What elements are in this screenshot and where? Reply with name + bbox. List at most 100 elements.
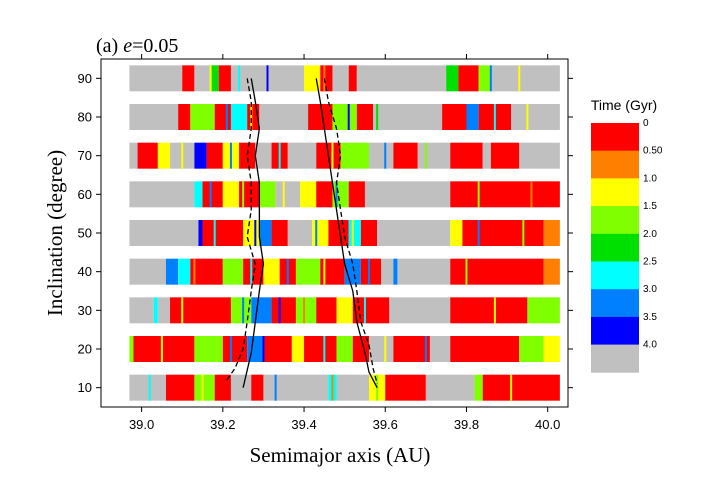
band-stripe — [303, 297, 306, 324]
band-segment — [153, 297, 158, 324]
band-segment — [194, 336, 223, 362]
band-segment — [304, 336, 337, 362]
band-segment — [129, 220, 199, 246]
band-segment — [348, 220, 361, 246]
band-stripe — [522, 220, 525, 246]
band-segment — [381, 258, 394, 285]
band-segment — [129, 65, 183, 92]
band-segment — [527, 297, 560, 324]
band-segment — [198, 220, 203, 246]
band-segment — [129, 336, 134, 362]
band-stripe — [347, 104, 350, 130]
band-inc-90 — [129, 65, 560, 92]
band-stripe — [493, 104, 496, 130]
band-segment — [478, 65, 491, 92]
curve-right-dashed — [323, 78, 378, 384]
band-segment — [446, 65, 459, 92]
band-segment — [222, 181, 240, 208]
band-inc-20 — [129, 336, 560, 362]
band-segment — [133, 336, 195, 362]
band-segment — [482, 374, 560, 401]
chart-title-prefix: (a) — [96, 35, 123, 57]
band-segment — [157, 142, 171, 169]
band-segment — [129, 142, 138, 169]
curve-right-solid — [315, 78, 378, 388]
band-stripe — [193, 258, 196, 285]
band-segment — [255, 142, 272, 169]
band-segment — [490, 65, 560, 92]
band-stripe — [530, 181, 533, 208]
chart-title-variable: e — [123, 35, 132, 57]
band-stripe — [424, 142, 427, 169]
band-stripe — [242, 181, 245, 208]
band-stripe — [238, 65, 241, 92]
chart-title-suffix: =0.05 — [132, 35, 178, 57]
band-segment — [356, 65, 447, 92]
colorbar-label: 3.0 — [643, 284, 657, 295]
band-stripe — [351, 220, 354, 246]
band-segment — [389, 297, 451, 324]
x-tick-label: 39.4 — [291, 417, 316, 432]
band-segment — [482, 142, 491, 169]
y-tick-label: 20 — [78, 342, 92, 357]
band-segment — [462, 220, 544, 246]
band-stripe — [315, 220, 318, 246]
band-segment — [490, 142, 520, 169]
band-segment — [263, 258, 280, 285]
band-segment — [340, 142, 370, 169]
colorbar-swatch — [591, 289, 639, 318]
band-segment — [519, 336, 544, 362]
band-inc-50 — [129, 220, 560, 246]
band-inc-10 — [129, 374, 560, 401]
colorbar-label: 3.5 — [643, 312, 657, 323]
band-segment — [194, 65, 211, 92]
band-segment — [170, 297, 231, 324]
band-stripe — [384, 336, 387, 362]
y-tick-label: 70 — [78, 148, 92, 163]
band-segment — [393, 142, 418, 169]
inclination-bands — [129, 65, 560, 401]
band-segment — [393, 258, 398, 285]
band-stripe — [286, 258, 289, 285]
band-segment — [287, 220, 313, 246]
band-segment — [259, 220, 272, 246]
band-segment — [263, 374, 329, 401]
colorbar-label: 2.0 — [643, 229, 657, 240]
band-segment — [157, 297, 171, 324]
colorbar-swatch — [591, 261, 639, 290]
band-segment — [458, 65, 479, 92]
band-stripe — [225, 104, 228, 130]
band-stripe — [274, 374, 277, 401]
band-stripe — [181, 297, 184, 324]
band-segment — [320, 65, 333, 92]
band-segment — [466, 104, 479, 130]
band-segment — [202, 181, 223, 208]
band-segment — [137, 142, 158, 169]
curve-left-dashed — [226, 78, 256, 381]
band-inc-70 — [129, 142, 560, 169]
colorbar-swatch — [591, 178, 639, 207]
band-stripe — [242, 297, 245, 324]
band-segment — [214, 374, 231, 401]
band-inc-60 — [129, 181, 560, 208]
band-segment — [543, 220, 560, 246]
resonance-curves — [226, 78, 378, 388]
y-axis-title: Inclination (degree) — [43, 150, 67, 316]
colorbar-swatch — [591, 150, 639, 179]
band-segment — [397, 258, 451, 285]
band-inc-30 — [129, 297, 560, 324]
colorbar-label: 0.50 — [643, 146, 663, 157]
colorbar-swatch — [591, 206, 639, 235]
band-segment — [417, 142, 451, 169]
x-tick-label: 39.2 — [210, 417, 235, 432]
band-stripe — [331, 142, 334, 169]
band-segment — [304, 65, 321, 92]
y-axis: 10 20 30 40 50 60 70 80 90 — [78, 71, 573, 395]
band-segment — [316, 297, 337, 324]
x-tick-label: 40.0 — [535, 417, 560, 432]
band-stripe — [209, 181, 212, 208]
band-segment — [259, 104, 309, 130]
band-segment — [332, 65, 349, 92]
band-segment — [425, 374, 475, 401]
